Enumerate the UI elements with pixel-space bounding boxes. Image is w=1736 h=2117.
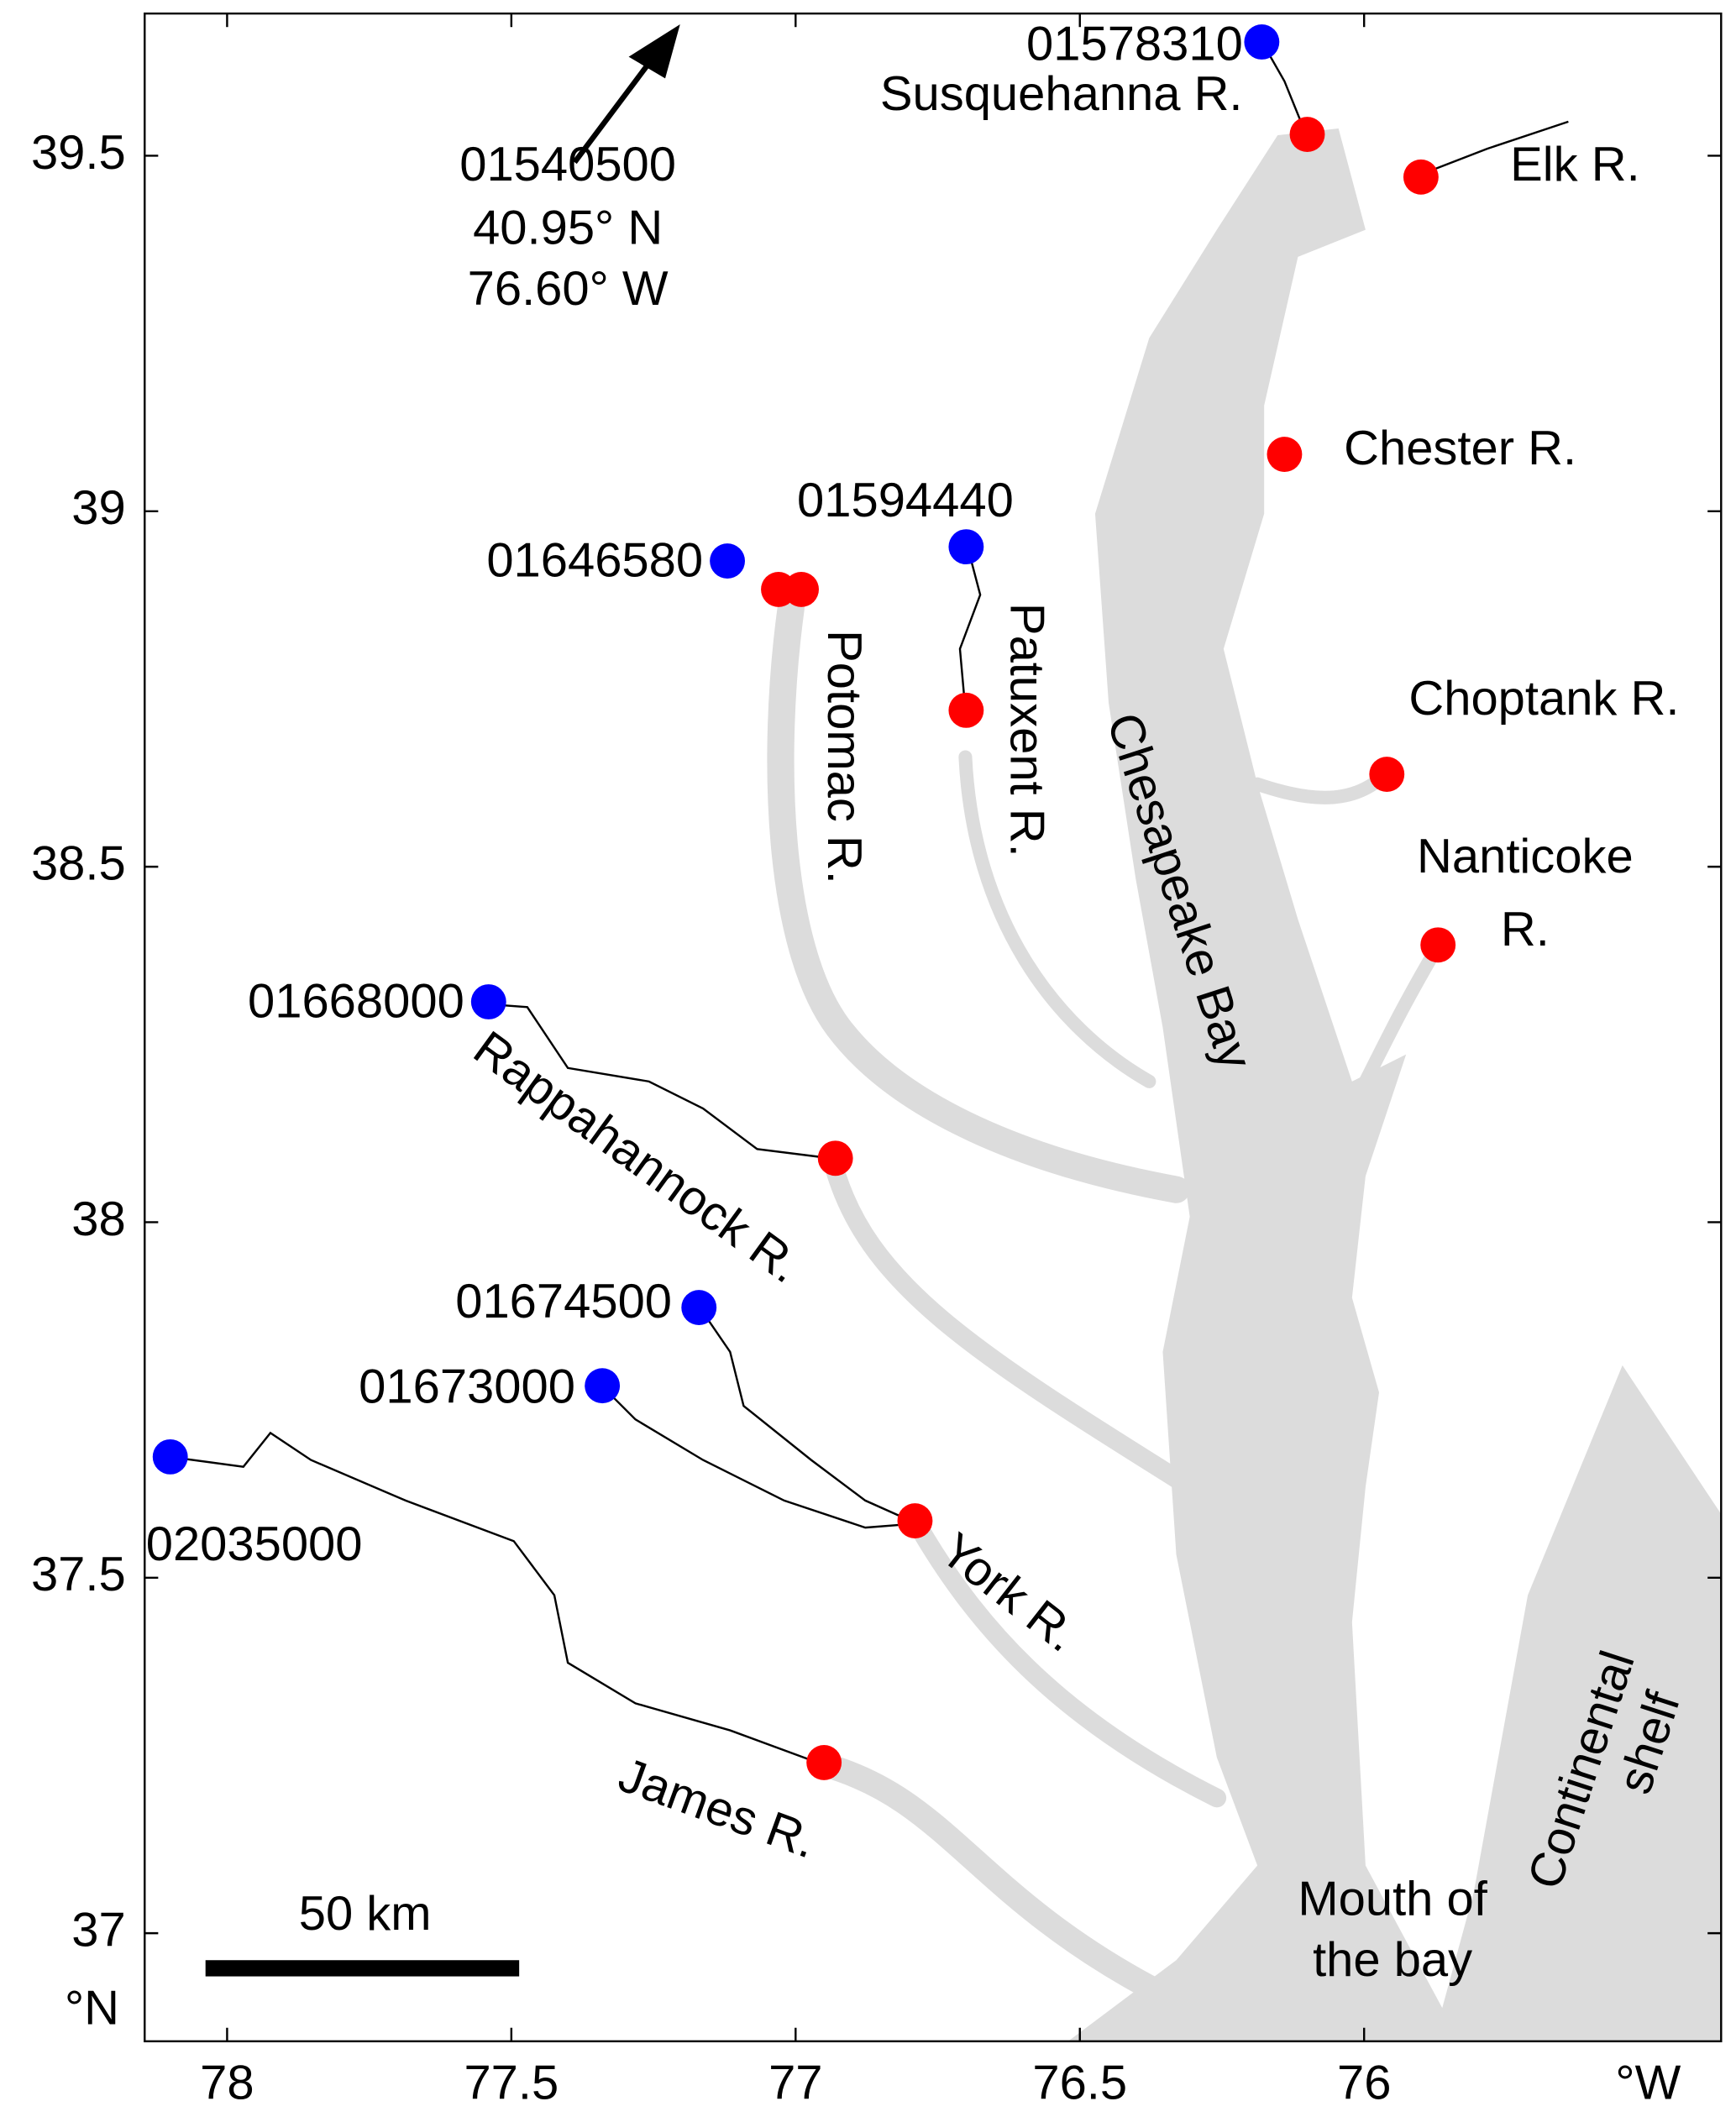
y-unit: °N	[65, 1982, 119, 2036]
frame	[144, 12, 1723, 2043]
water	[767, 128, 1722, 2041]
station-label: 01673000	[359, 1360, 575, 1413]
station-label: 01674500	[455, 1275, 672, 1328]
place-label: Patuxent R.	[999, 603, 1053, 857]
y-tick-label: 37	[71, 1903, 125, 1957]
place-label: R.	[1501, 903, 1550, 956]
shelf-water	[1433, 1365, 1722, 2041]
offmap-station-lat: 40.95° N	[473, 202, 663, 255]
site-dot	[1369, 757, 1405, 792]
river-line	[958, 542, 982, 710]
offmap-station-id: 01540500	[459, 138, 676, 191]
station-dot	[1244, 24, 1280, 60]
site-dot	[1289, 117, 1325, 152]
x-tick-label: 78	[200, 2056, 254, 2109]
scale-bar-label: 50 km	[299, 1887, 432, 1941]
marks: 01578310 01646580 01594440 01668000 01674500…	[146, 18, 1456, 1780]
station-dot	[152, 1438, 188, 1475]
site-dot	[897, 1503, 933, 1538]
y-tick-label: 38.5	[31, 836, 126, 890]
site-dot	[784, 571, 819, 607]
arrow-line	[572, 52, 658, 165]
x-tick-label: 77.5	[464, 2056, 559, 2109]
y-tick-label: 37.5	[31, 1548, 126, 1601]
place-label: Mouth of	[1298, 1872, 1487, 1926]
place-label: the bay	[1313, 1933, 1472, 1987]
site-dot	[1420, 927, 1456, 963]
river-line	[696, 1303, 917, 1525]
station-dot	[585, 1368, 621, 1404]
offmap-arrow: 01540500 40.95° N 76.60° W	[459, 24, 680, 316]
ticks: 78 77.5 77 76.5 76 37 37.5 38 38.5 39 39.5	[31, 13, 1722, 2109]
site-dot	[1403, 159, 1439, 195]
place-label: James R.	[612, 1748, 824, 1869]
site-dot	[948, 692, 984, 728]
site-dot	[817, 1140, 853, 1176]
river-line	[1420, 120, 1569, 176]
y-tick-label: 39.5	[31, 126, 126, 180]
river-line	[172, 1431, 823, 1765]
y-tick-label: 38	[71, 1192, 125, 1246]
station-dot	[470, 984, 506, 1019]
station-label: 01594440	[797, 474, 1014, 527]
river-water	[767, 595, 1445, 1999]
place-label: Nanticoke	[1417, 830, 1634, 883]
river-line	[603, 1387, 917, 1529]
station-dot	[710, 543, 745, 579]
place-label: Choptank R.	[1408, 672, 1679, 726]
rivers	[172, 42, 1569, 1765]
x-tick-label: 76	[1337, 2056, 1391, 2109]
y-tick-label: 39	[71, 481, 125, 535]
bay-water	[1067, 128, 1461, 2041]
site-dot	[806, 1745, 842, 1780]
river-line	[490, 1003, 833, 1160]
arrow-head	[628, 24, 680, 79]
x-tick-label: 76.5	[1032, 2056, 1127, 2109]
place-label: Elk R.	[1510, 138, 1640, 191]
site-dot	[1267, 437, 1303, 472]
station-label: 01668000	[248, 975, 464, 1029]
station-dot	[948, 529, 984, 565]
station-label: 02035000	[146, 1517, 363, 1571]
station-dot	[681, 1290, 717, 1325]
place-label: Chester R.	[1344, 422, 1576, 475]
x-tick-label: 77	[768, 2056, 822, 2109]
offmap-station-lon: 76.60° W	[468, 262, 669, 316]
scale-bar	[205, 1960, 520, 1977]
station-label: 01646580	[486, 534, 703, 588]
place-label: Potomac R.	[817, 630, 871, 884]
place-label: Susquehanna R.	[880, 67, 1243, 121]
place-label: Rappahannock R.	[464, 1021, 810, 1293]
x-unit: °W	[1615, 2056, 1681, 2109]
station-label: 01578310	[1026, 18, 1243, 71]
